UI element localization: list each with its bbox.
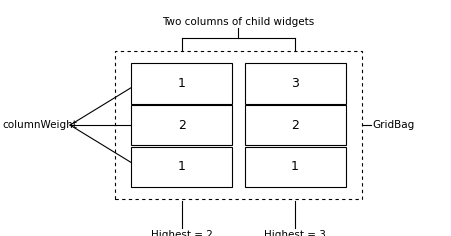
Text: 2: 2 xyxy=(177,118,185,132)
Bar xyxy=(244,147,345,187)
Text: columnWeight: columnWeight xyxy=(2,120,77,130)
Text: 2: 2 xyxy=(290,118,299,132)
Text: GridBag: GridBag xyxy=(371,120,413,130)
Bar xyxy=(131,147,232,187)
Text: 1: 1 xyxy=(177,77,185,90)
Bar xyxy=(244,63,345,104)
Bar xyxy=(131,105,232,145)
Text: 1: 1 xyxy=(177,160,185,173)
Text: Highest = 2: Highest = 2 xyxy=(151,230,212,236)
Bar xyxy=(115,51,361,199)
Text: 3: 3 xyxy=(290,77,299,90)
Bar xyxy=(244,105,345,145)
Text: 1: 1 xyxy=(290,160,299,173)
Text: Highest = 3: Highest = 3 xyxy=(263,230,325,236)
Bar xyxy=(131,63,232,104)
Text: Two columns of child widgets: Two columns of child widgets xyxy=(162,17,314,27)
